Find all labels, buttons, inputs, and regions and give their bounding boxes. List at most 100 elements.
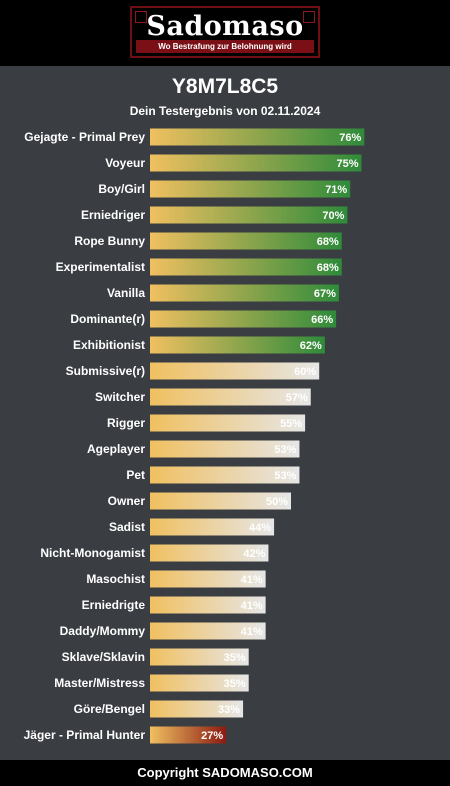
category-label: Rigger — [107, 416, 145, 430]
chart-row: Rigger 55% — [107, 414, 306, 432]
value-label: 62% — [300, 340, 322, 352]
chart-row: Owner 50% — [108, 492, 291, 510]
footer: Copyright SADOMASO.COM — [0, 760, 450, 786]
value-label: 68% — [317, 236, 339, 248]
value-label: 67% — [314, 288, 336, 300]
chart-row: Switcher 57% — [95, 388, 311, 406]
bar — [150, 336, 325, 354]
site-logo[interactable]: Sadomaso Wo Bestrafung zur Belohnung wir… — [130, 6, 320, 58]
category-label: Sadist — [109, 520, 145, 534]
value-label: 57% — [286, 392, 308, 404]
category-label: Jäger - Primal Hunter — [24, 728, 146, 742]
bar — [150, 310, 337, 328]
bar — [150, 570, 266, 588]
category-label: Gejagte - Primal Prey — [24, 130, 145, 144]
value-label: 35% — [224, 678, 246, 690]
chart-row: Erniedriger 70% — [81, 206, 348, 224]
logo-text: Sadomaso — [146, 11, 304, 42]
category-label: Daddy/Mommy — [60, 624, 146, 638]
category-label: Sklave/Sklavin — [62, 650, 145, 664]
logo-tagline: Wo Bestrafung zur Belohnung wird — [136, 40, 314, 53]
value-label: 53% — [274, 444, 296, 456]
value-label: 44% — [249, 522, 271, 534]
bar — [150, 206, 348, 224]
category-label: Erniedriger — [81, 208, 145, 222]
bar — [150, 440, 300, 458]
value-label: 60% — [294, 366, 316, 378]
value-label: 27% — [201, 730, 223, 742]
value-label: 70% — [322, 210, 344, 222]
category-label: Nicht-Monogamist — [40, 546, 145, 560]
chart-row: Exhibitionist 62% — [73, 336, 325, 354]
category-label: Experimentalist — [56, 260, 145, 274]
chart-row: Master/Mistress 35% — [54, 674, 249, 692]
category-label: Masochist — [86, 572, 145, 586]
bar — [150, 388, 311, 406]
bar — [150, 232, 342, 250]
page-subtitle: Dein Testergebnis von 02.11.2024 — [129, 104, 321, 118]
bar — [150, 362, 320, 380]
bar — [150, 596, 266, 614]
bar — [150, 674, 249, 692]
value-label: 66% — [311, 314, 333, 326]
category-label: Rope Bunny — [74, 234, 145, 248]
category-label: Submissive(r) — [66, 364, 145, 378]
category-label: Switcher — [95, 390, 145, 404]
value-label: 41% — [241, 574, 263, 586]
category-label: Dominante(r) — [70, 312, 145, 326]
value-label: 35% — [224, 652, 246, 664]
chart-row: Nicht-Monogamist 42% — [40, 544, 269, 562]
chart-row: Göre/Bengel 33% — [74, 700, 244, 718]
value-label: 42% — [243, 548, 265, 560]
chart-row: Masochist 41% — [86, 570, 266, 588]
chart-row: Jäger - Primal Hunter 27% — [24, 726, 227, 744]
value-label: 41% — [241, 626, 263, 638]
category-label: Exhibitionist — [73, 338, 145, 352]
category-label: Ageplayer — [87, 442, 145, 456]
value-label: 33% — [218, 704, 240, 716]
bar — [150, 258, 342, 276]
value-label: 53% — [274, 470, 296, 482]
chart-row: Voyeur 75% — [105, 154, 362, 172]
bar — [150, 544, 269, 562]
category-label: Master/Mistress — [54, 676, 145, 690]
bar — [150, 466, 300, 484]
category-label: Erniedrigte — [82, 598, 146, 612]
bar — [150, 284, 339, 302]
chart-row: Vanilla 67% — [107, 284, 339, 302]
category-label: Göre/Bengel — [74, 702, 145, 716]
chart-row: Pet 53% — [126, 466, 300, 484]
category-label: Owner — [108, 494, 146, 508]
bar — [150, 700, 244, 718]
chart-row: Rope Bunny 68% — [74, 232, 342, 250]
value-label: 68% — [317, 262, 339, 274]
chart-row: Boy/Girl 71% — [98, 180, 351, 198]
category-label: Vanilla — [107, 286, 145, 300]
chart-row: Sklave/Sklavin 35% — [62, 648, 249, 666]
category-label: Boy/Girl — [98, 182, 145, 196]
chart-row: Experimentalist 68% — [56, 258, 342, 276]
value-label: 76% — [339, 132, 361, 144]
bar — [150, 622, 266, 640]
chart-row: Erniedrigte 41% — [82, 596, 266, 614]
footer-copyright: Copyright SADOMASO.COM — [137, 765, 313, 780]
chart-row: Gejagte - Primal Prey 76% — [24, 128, 365, 146]
chart-row: Sadist 44% — [109, 518, 275, 536]
page-title: Y8M7L8C5 — [171, 75, 279, 98]
value-label: 55% — [280, 418, 302, 430]
logo-corner-ornament — [135, 11, 147, 23]
value-label: 75% — [336, 158, 358, 170]
bar — [150, 154, 362, 172]
chart-row: Daddy/Mommy 41% — [60, 622, 266, 640]
value-label: 50% — [266, 496, 288, 508]
chart-row: Submissive(r) 60% — [66, 362, 320, 380]
logo-corner-ornament — [303, 11, 315, 23]
category-label: Voyeur — [105, 156, 145, 170]
bar — [150, 180, 351, 198]
bar — [150, 414, 306, 432]
top-bar: Sadomaso Wo Bestrafung zur Belohnung wir… — [0, 0, 450, 66]
bar — [150, 128, 365, 146]
chart-row: Dominante(r) 66% — [70, 310, 337, 328]
value-label: 41% — [241, 600, 263, 612]
